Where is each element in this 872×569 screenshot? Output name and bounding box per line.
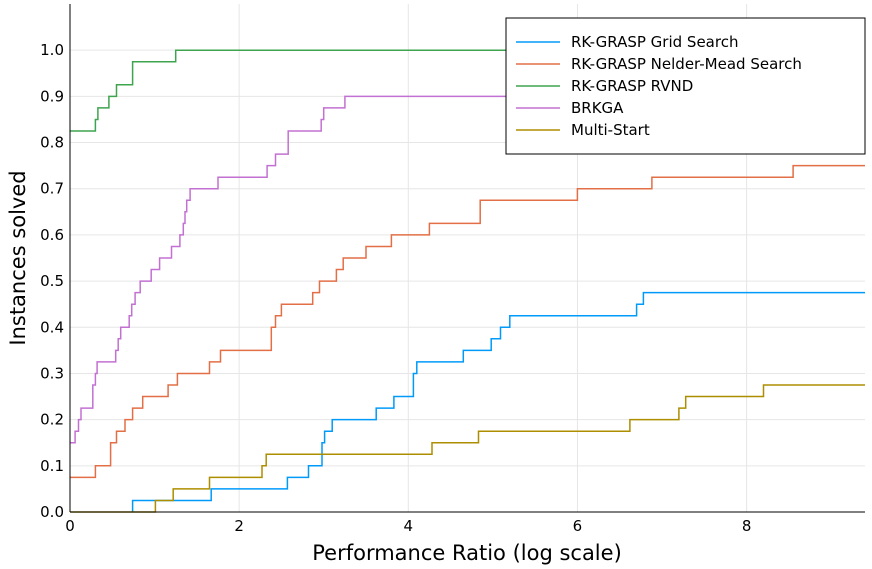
series-line-multi-start bbox=[70, 384, 865, 513]
y-tick-label: 0.9 bbox=[40, 87, 64, 105]
legend-box bbox=[505, 17, 866, 155]
y-tick-label: 1.0 bbox=[40, 41, 64, 59]
x-tick-label: 8 bbox=[742, 517, 752, 535]
x-tick-label: 0 bbox=[65, 517, 75, 535]
series-line-brkga bbox=[70, 72, 865, 444]
legend-label-rk-grasp-grid-search: RK-GRASP Grid Search bbox=[571, 33, 738, 51]
series-line-rk-grasp-grid-search bbox=[131, 291, 865, 512]
y-tick-label: 0.7 bbox=[40, 180, 64, 198]
y-axis-title: Instances solved bbox=[6, 170, 30, 345]
legend-label-brkga: BRKGA bbox=[571, 99, 624, 117]
x-tick-labels: 0 2 4 6 8 bbox=[65, 517, 751, 535]
x-tick-label: 6 bbox=[573, 517, 583, 535]
y-tick-label: 0.2 bbox=[40, 411, 64, 429]
x-tick-label: 2 bbox=[234, 517, 244, 535]
y-tick-label: 0.8 bbox=[40, 134, 64, 152]
y-tick-label: 0.3 bbox=[40, 364, 64, 382]
y-tick-label: 0.4 bbox=[40, 318, 64, 336]
series-line-rk-grasp-nelder-mead-search bbox=[70, 164, 865, 479]
series-line-rk-grasp-rvnd bbox=[70, 49, 865, 132]
legend-label-multi-start: Multi-Start bbox=[571, 121, 650, 139]
y-tick-label: 0.5 bbox=[40, 272, 64, 290]
legend-label-rk-grasp-nelder-mead-search: RK-GRASP Nelder-Mead Search bbox=[571, 55, 802, 73]
y-tick-label: 0.1 bbox=[40, 457, 64, 475]
x-tick-label: 4 bbox=[404, 517, 414, 535]
x-axis-title: Performance Ratio (log scale) bbox=[312, 541, 622, 565]
series-lines bbox=[70, 49, 865, 513]
legend-label-rk-grasp-rvnd: RK-GRASP RVND bbox=[571, 77, 693, 95]
y-tick-label: 0.0 bbox=[40, 503, 64, 521]
y-tick-label: 0.6 bbox=[40, 226, 64, 244]
legend: RK-GRASP Grid Search RK-GRASP Nelder-Mead… bbox=[505, 17, 866, 155]
axes bbox=[69, 4, 865, 513]
y-tick-labels: 0.0 0.1 0.2 0.3 0.4 0.5 0.6 0.7 0.8 0.9 1.0 bbox=[40, 41, 64, 521]
